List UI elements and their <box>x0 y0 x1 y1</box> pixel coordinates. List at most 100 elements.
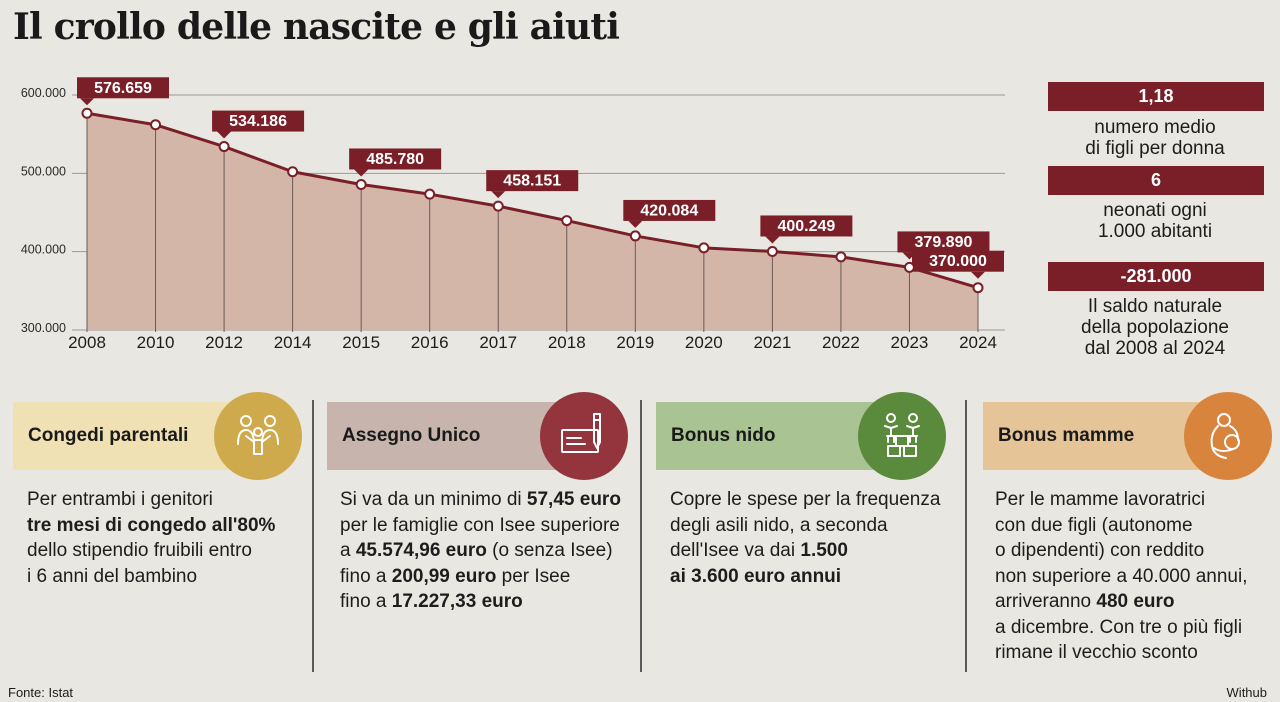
card-text-line: a 45.574,96 euro (o senza Isee) <box>340 538 640 564</box>
data-label: 576.659 <box>94 80 152 97</box>
data-label: 458.151 <box>503 173 561 190</box>
body-text: dello stipendio fruibili entro <box>27 540 252 561</box>
data-point <box>629 230 641 242</box>
highlight-text: 45.574,96 euro <box>355 540 487 561</box>
column-divider <box>965 400 967 672</box>
highlight-text: 57,45 euro <box>526 489 621 510</box>
body-text: Per le mamme lavoratrici <box>995 489 1206 510</box>
card-text-line: tre mesi di congedo all'80% <box>27 513 307 539</box>
column-divider <box>640 400 642 672</box>
data-point <box>81 107 93 119</box>
stat-fertility-desc: numero medio di figli per donna <box>1085 117 1225 159</box>
card-text-line: fino a 17.227,33 euro <box>340 589 640 615</box>
card-nido-text: Copre le spese per la frequenza degli asi… <box>670 487 960 589</box>
card-text-line: arriveranno 480 euro <box>995 589 1280 615</box>
data-label: 400.249 <box>777 218 835 235</box>
data-label-pointer <box>765 236 780 244</box>
data-label-pointer <box>354 169 369 177</box>
body-text: fino a <box>340 591 392 612</box>
x-tick-label: 2022 <box>822 333 860 352</box>
data-label-box <box>77 77 169 99</box>
births-chart: 300.000 400.000 500.000 600.000 2008 2010 2012… <box>21 77 1005 352</box>
x-tick-label: 2016 <box>411 333 449 352</box>
data-label-pointer <box>80 98 94 106</box>
card-text-line: o dipendenti) con reddito <box>995 538 1280 564</box>
data-point <box>698 242 710 254</box>
x-tick-label: 2010 <box>137 333 175 352</box>
body-text: arriveranno <box>995 591 1097 612</box>
data-point <box>835 251 847 263</box>
stat-natural-balance-value: -281.000 <box>1048 262 1264 291</box>
body-text: a <box>340 540 356 561</box>
data-point <box>287 166 299 178</box>
highlight-text: ai 3.600 euro annui <box>670 565 842 587</box>
stat-birthrate-value: 6 <box>1048 166 1264 195</box>
x-tick-label: 2015 <box>342 333 380 352</box>
data-label: 534.186 <box>229 113 287 130</box>
data-label-box <box>623 199 716 221</box>
data-label-box <box>912 250 1004 272</box>
x-tick-label: 2008 <box>68 333 106 352</box>
card-text-line: rimane il vecchio sconto <box>995 640 1280 666</box>
card-text-line: ai 3.600 euro annui <box>670 564 960 590</box>
page-title: Il crollo delle nascite e gli aiuti <box>13 6 620 48</box>
y-tick-label: 600.000 <box>21 86 66 100</box>
body-text: Per entrambi i genitori <box>27 489 213 510</box>
card-text-line: a dicembre. Con tre o più figli <box>995 615 1280 641</box>
card-nido-title: Bonus nido <box>671 425 776 446</box>
credit-note: Withub <box>1226 685 1267 700</box>
body-text: rimane il vecchio sconto <box>995 642 1198 663</box>
body-text: i 6 anni del bambino <box>27 565 198 587</box>
x-tick-label: 2012 <box>205 333 243 352</box>
x-tick-label: 2014 <box>274 333 312 352</box>
card-text-line: i 6 anni del bambino <box>27 564 307 590</box>
source-note: Fonte: Istat <box>8 685 74 700</box>
data-point <box>355 178 367 190</box>
x-tick-label: 2018 <box>548 333 586 352</box>
column-divider <box>312 400 314 672</box>
card-assegno-text: Si va da un minimo di 57,45 euro per le f… <box>340 487 640 615</box>
area-fill <box>87 113 978 330</box>
card-text-line: non superiore a 40.000 annui, <box>995 564 1280 590</box>
card-text-line: Per entrambi i genitori <box>27 487 307 513</box>
card-mamme-text: Per le mamme lavoratrici con due figli (a… <box>995 487 1280 666</box>
card-assegno-title: Assegno Unico <box>342 425 481 446</box>
data-label: 370.000 <box>929 253 987 270</box>
card-nido-header: Bonus nido <box>656 402 896 470</box>
body-text: (o senza Isee) <box>486 540 613 561</box>
stat-fertility-value: 1,18 <box>1048 82 1264 111</box>
body-text: fino a <box>340 565 392 587</box>
mother-baby-icon <box>1184 392 1272 480</box>
data-label: 379.890 <box>915 234 973 251</box>
data-label-box <box>486 170 579 192</box>
card-text-line: fino a 200,99 euro per Isee <box>340 564 640 590</box>
data-point <box>766 245 778 257</box>
data-label-box <box>349 148 442 170</box>
card-text-line: Per le mamme lavoratrici <box>995 487 1280 513</box>
body-text: per Isee <box>496 565 571 587</box>
highlight-text: 200,99 euro <box>391 565 497 587</box>
data-label: 420.084 <box>640 202 698 219</box>
data-label-box <box>760 215 853 237</box>
body-text: degli asili nido, a seconda <box>670 514 888 536</box>
card-text-line: Si va da un minimo di 57,45 euro <box>340 487 640 513</box>
x-tick-label: 2023 <box>891 333 929 352</box>
data-label-pointer <box>628 220 643 228</box>
card-congedi-header: Congedi parentali <box>13 402 253 470</box>
stat-natural-balance-desc: Il saldo naturale della popolazione dal … <box>1081 296 1229 359</box>
data-label-pointer <box>217 131 232 139</box>
data-point <box>424 188 436 200</box>
x-tick-label: 2020 <box>685 333 723 352</box>
card-text-line: con due figli (autonome <box>995 513 1280 539</box>
data-label-pointer <box>971 271 985 279</box>
data-point <box>492 200 504 212</box>
card-assegno-header: Assegno Unico <box>327 402 577 470</box>
series-line <box>86 111 979 290</box>
children-blocks-icon <box>858 392 946 480</box>
data-label-box <box>212 110 305 132</box>
data-point <box>150 119 162 131</box>
stat-birthrate-desc: neonati ogni 1.000 abitanti <box>1097 200 1213 242</box>
body-text: per le famiglie con Isee superiore <box>340 514 620 536</box>
data-label-box <box>897 231 990 253</box>
cheque-pen-icon <box>540 392 628 480</box>
